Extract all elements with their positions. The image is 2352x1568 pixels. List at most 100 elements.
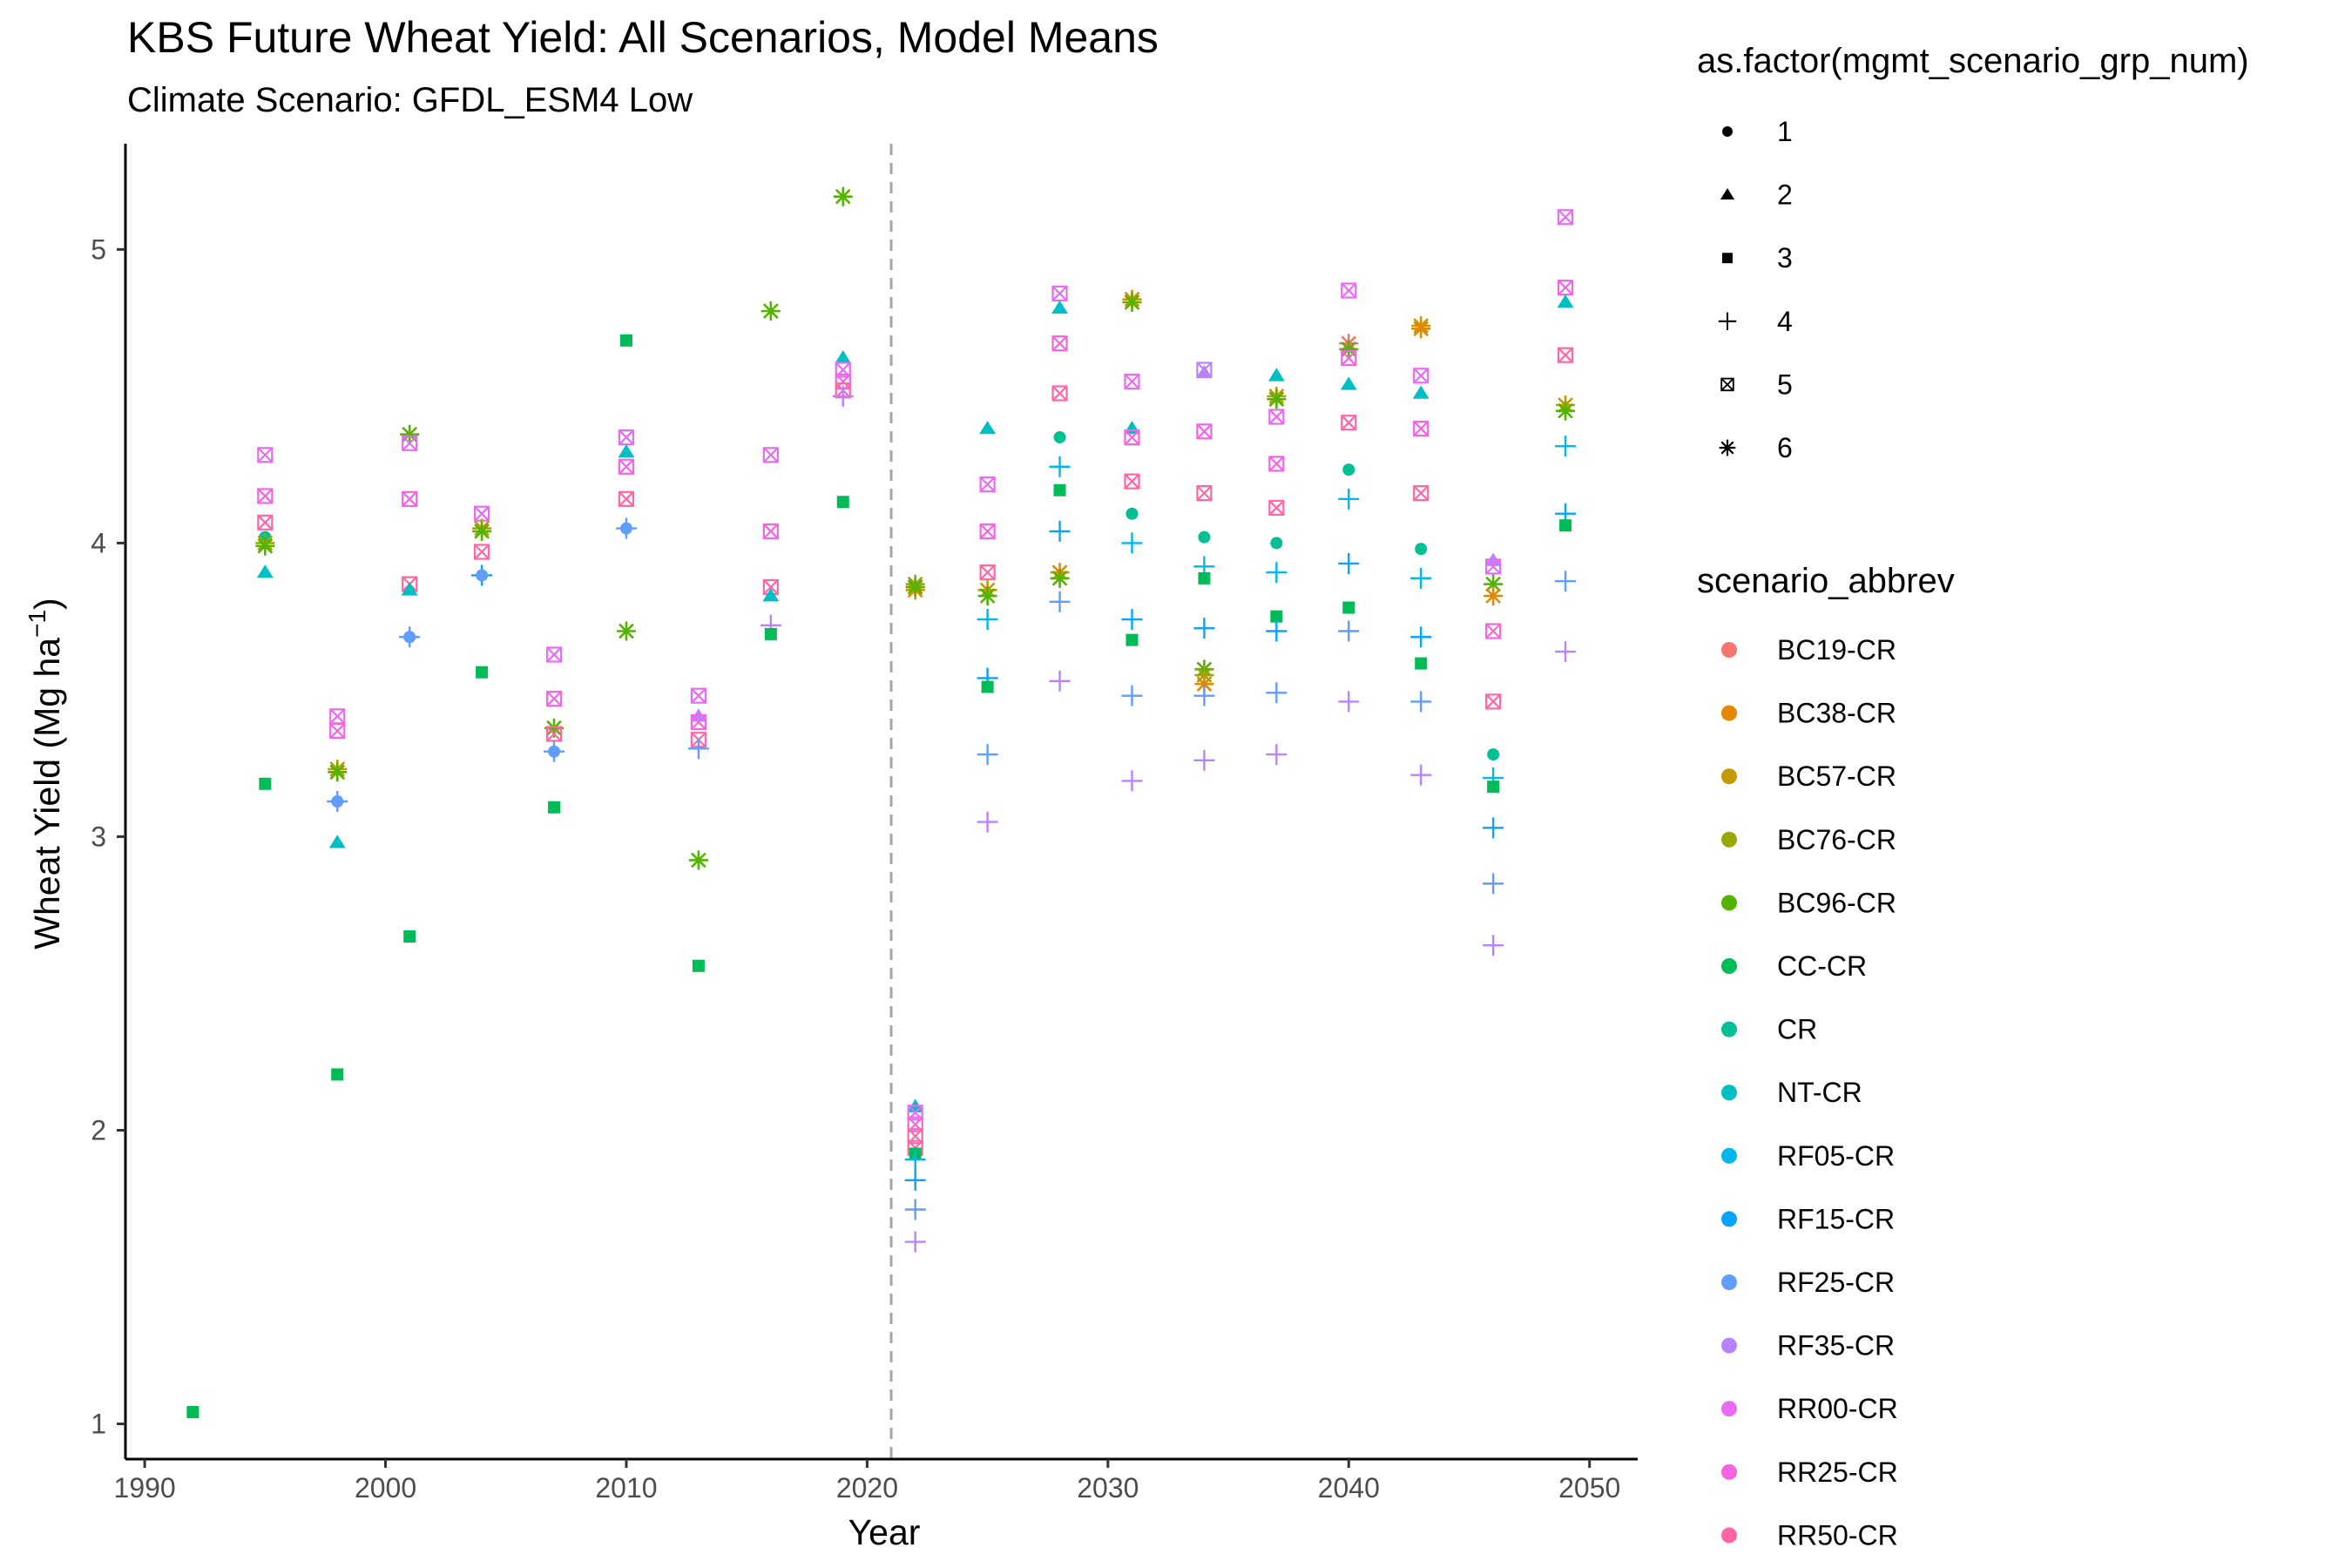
data-point: [1194, 674, 1214, 694]
data-point: [904, 1199, 926, 1220]
data-point: [1193, 618, 1215, 639]
data-point: [402, 490, 418, 507]
data-point: [1342, 463, 1355, 476]
x-tick-label: 2030: [1077, 1472, 1139, 1504]
data-point: [833, 186, 853, 206]
data-point: [690, 687, 707, 704]
data-point: [836, 496, 849, 509]
legend-key-square-x: [1720, 377, 1734, 392]
data-point: [1121, 770, 1143, 792]
legend-color-swatch: [1721, 958, 1737, 974]
legend-key-circle: [1722, 126, 1733, 137]
data-point: [476, 666, 489, 679]
data-point: [1410, 626, 1432, 648]
y-tick-label: 1: [91, 1409, 106, 1440]
data-point: [545, 726, 563, 742]
data-point: [687, 738, 709, 760]
data-point: [832, 385, 854, 407]
data-point: [544, 718, 564, 738]
data-point: [1484, 586, 1504, 606]
data-point: [1341, 415, 1357, 431]
data-point: [1124, 373, 1140, 390]
y-tick-label: 3: [91, 821, 106, 852]
data-point: [1266, 744, 1288, 766]
data-point: [977, 586, 997, 606]
data-point: [688, 850, 708, 870]
data-point: [1413, 420, 1429, 437]
legend-shape-label: 1: [1777, 116, 1793, 147]
data-point: [1338, 620, 1360, 642]
data-point: [762, 447, 779, 463]
data-point: [331, 1068, 344, 1081]
data-point: [1049, 520, 1071, 542]
legend-color-swatch: [1721, 1085, 1737, 1101]
data-point: [977, 811, 998, 833]
chart-title: KBS Future Wheat Yield: All Scenarios, M…: [127, 13, 1159, 62]
legend-color-label: CC-CR: [1777, 950, 1867, 982]
data-point: [1049, 456, 1071, 477]
data-point: [762, 588, 780, 602]
legend-color-item: BC57-CR: [1721, 760, 1896, 792]
legend-color-item: RF25-CR: [1721, 1267, 1895, 1298]
data-point: [764, 627, 777, 640]
x-tick-label: 2050: [1558, 1472, 1620, 1504]
data-point: [1341, 282, 1357, 299]
data-point: [1485, 623, 1502, 639]
data-point: [762, 523, 779, 540]
data-point: [618, 443, 635, 458]
data-point: [1125, 507, 1139, 520]
data-point: [328, 762, 348, 782]
legend-color-item: RF05-CR: [1721, 1140, 1895, 1172]
data-point: [905, 577, 925, 597]
data-point: [1049, 670, 1071, 692]
legend-color-item: RF15-CR: [1721, 1203, 1895, 1234]
legend-key-square: [1722, 253, 1733, 264]
legend-color-swatch: [1721, 1274, 1737, 1290]
data-point: [1267, 368, 1285, 382]
y-axis-title-close: ): [27, 598, 67, 610]
legend-color-item: BC19-CR: [1721, 634, 1896, 666]
data-point: [257, 447, 274, 463]
data-point: [1342, 601, 1355, 614]
legend-color-item: RF35-CR: [1721, 1330, 1895, 1362]
data-point: [401, 582, 418, 596]
legend-color-label: RF25-CR: [1777, 1267, 1895, 1298]
data-point: [400, 424, 420, 444]
data-point: [1412, 385, 1429, 399]
data-point: [328, 835, 346, 848]
legend-color-label: BC19-CR: [1777, 634, 1896, 666]
data-point: [1051, 385, 1068, 402]
data-point: [618, 458, 635, 475]
data-point: [1198, 531, 1211, 544]
data-point: [690, 713, 707, 731]
y-axis-title-main: Wheat Yield (Mg ha: [27, 638, 67, 950]
data-point: [1410, 691, 1432, 713]
data-point: [548, 801, 561, 814]
data-point: [977, 744, 998, 766]
data-point: [904, 1169, 926, 1191]
plot-area: [186, 144, 1577, 1459]
data-point: [1198, 571, 1211, 585]
x-tick-label: 2040: [1318, 1472, 1380, 1504]
data-point: [979, 420, 997, 435]
legend-color-label: NT-CR: [1777, 1077, 1862, 1108]
data-point: [1555, 641, 1577, 663]
legend-color-item: RR00-CR: [1721, 1393, 1898, 1424]
data-point: [835, 350, 852, 364]
legend-color-swatch: [1721, 1021, 1737, 1037]
data-point: [1050, 568, 1070, 588]
legend-shape-label: 5: [1777, 368, 1793, 400]
data-point: [259, 777, 272, 790]
legend-color-label: RF05-CR: [1777, 1140, 1895, 1172]
legend-color-item: RR25-CR: [1721, 1456, 1898, 1488]
data-point: [1485, 693, 1502, 710]
data-point: [1338, 488, 1360, 510]
data-point: [1124, 429, 1140, 446]
legend-color-swatch: [1721, 1211, 1737, 1227]
data-point: [1195, 364, 1213, 379]
data-point: [1411, 319, 1431, 339]
y-axis-title: Wheat Yield (Mg ha−1): [24, 598, 67, 949]
legend-color-label: BC76-CR: [1777, 824, 1896, 855]
data-point: [616, 621, 636, 641]
data-point: [618, 490, 635, 507]
